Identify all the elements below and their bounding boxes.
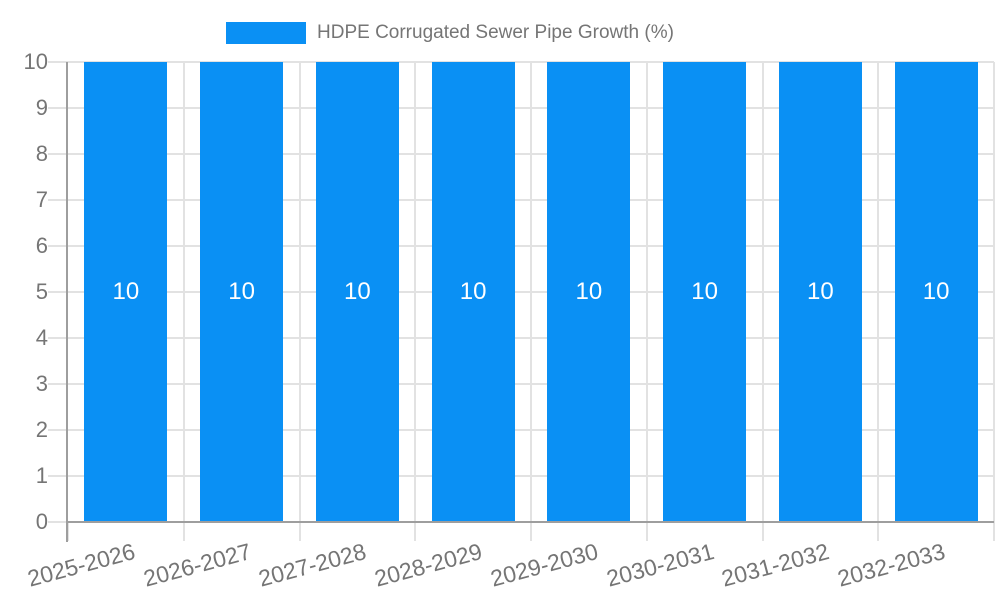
bar-value-label: 10 bbox=[228, 278, 255, 305]
y-axis-label: 6 bbox=[35, 233, 48, 258]
y-axis-tick bbox=[48, 61, 68, 63]
bar[interactable]: 10 bbox=[315, 62, 399, 522]
x-axis-tick bbox=[993, 522, 995, 541]
bar-value-label: 10 bbox=[807, 278, 834, 305]
v-gridline bbox=[993, 62, 995, 522]
y-axis-tick bbox=[48, 521, 68, 523]
v-gridline bbox=[645, 62, 648, 522]
y-axis-tick bbox=[48, 337, 68, 339]
y-axis-label: 10 bbox=[23, 49, 48, 74]
x-axis-tick bbox=[67, 522, 69, 541]
bar-value-label: 10 bbox=[112, 278, 140, 305]
v-gridline bbox=[877, 62, 880, 522]
y-axis-tick bbox=[48, 291, 68, 293]
v-gridline bbox=[298, 62, 301, 522]
y-axis-label: 8 bbox=[35, 141, 48, 166]
y-axis-tick bbox=[48, 383, 68, 385]
y-axis-line bbox=[66, 62, 68, 542]
bar-value-label: 10 bbox=[575, 278, 603, 305]
y-axis-label: 2 bbox=[35, 417, 48, 442]
v-gridline bbox=[530, 62, 532, 522]
y-axis-label: 3 bbox=[35, 371, 48, 396]
bar[interactable]: 10 bbox=[778, 62, 862, 522]
bar[interactable]: 10 bbox=[431, 62, 515, 522]
legend-item[interactable]: HDPE Corrugated Sewer Pipe Growth (%) bbox=[226, 21, 674, 45]
v-gridline bbox=[414, 62, 417, 522]
bar[interactable]: 10 bbox=[84, 62, 168, 522]
bar[interactable]: 10 bbox=[663, 62, 747, 522]
x-axis-line bbox=[68, 521, 994, 523]
bar[interactable]: 10 bbox=[547, 62, 631, 522]
x-axis-tick bbox=[298, 522, 301, 541]
y-axis-label: 1 bbox=[35, 463, 48, 488]
y-axis-tick bbox=[48, 199, 68, 201]
legend-swatch bbox=[226, 22, 306, 44]
x-axis-tick bbox=[877, 522, 880, 541]
bar-value-label: 10 bbox=[459, 278, 487, 305]
v-gridline bbox=[761, 62, 764, 522]
bar[interactable]: 10 bbox=[894, 62, 978, 522]
x-axis-tick bbox=[761, 522, 764, 541]
y-axis-tick bbox=[48, 107, 68, 109]
y-axis-tick bbox=[48, 475, 68, 477]
legend-label: HDPE Corrugated Sewer Pipe Growth (%) bbox=[317, 22, 674, 43]
bar-value-label: 10 bbox=[922, 278, 950, 305]
y-axis-label: 0 bbox=[35, 509, 48, 534]
y-axis-label: 4 bbox=[35, 325, 48, 350]
y-axis-label: 9 bbox=[35, 95, 48, 120]
x-axis-tick bbox=[182, 522, 185, 541]
v-gridline bbox=[182, 62, 185, 522]
y-axis-label: 5 bbox=[35, 279, 48, 304]
bar-value-label: 10 bbox=[691, 278, 718, 305]
y-axis-tick bbox=[48, 153, 68, 155]
y-axis-tick bbox=[48, 245, 68, 247]
y-axis-tick bbox=[48, 429, 68, 431]
x-axis-tick bbox=[414, 522, 417, 541]
bar-value-label: 10 bbox=[344, 278, 371, 305]
x-axis-tick bbox=[645, 522, 648, 541]
y-axis-label: 7 bbox=[35, 187, 48, 212]
bar[interactable]: 10 bbox=[200, 62, 284, 522]
x-axis-tick bbox=[530, 522, 532, 541]
